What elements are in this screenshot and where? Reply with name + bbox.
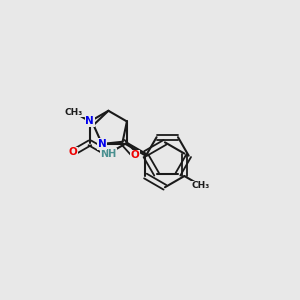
Text: O: O — [130, 150, 139, 160]
Text: NH: NH — [100, 148, 116, 159]
Text: N: N — [85, 116, 94, 127]
Text: CH₃: CH₃ — [192, 181, 210, 190]
Text: CH₃: CH₃ — [65, 108, 83, 117]
Text: N: N — [98, 139, 106, 149]
Text: O: O — [69, 148, 78, 158]
